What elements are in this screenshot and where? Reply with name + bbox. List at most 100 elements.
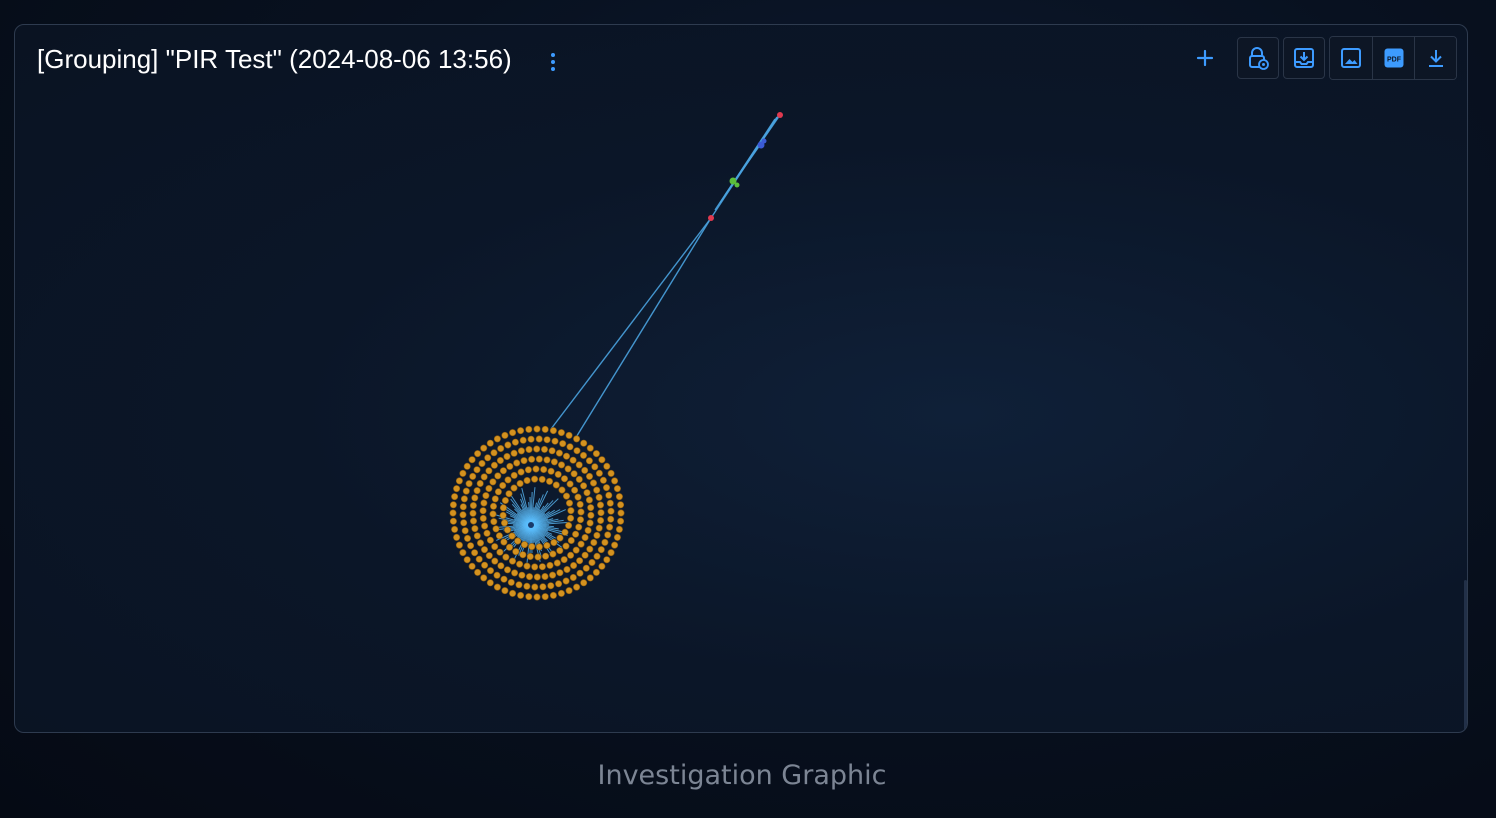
cluster-node[interactable]: [455, 541, 463, 549]
cluster-node[interactable]: [569, 456, 577, 464]
cluster-node[interactable]: [596, 501, 604, 509]
cluster-node[interactable]: [592, 568, 600, 576]
cluster-node[interactable]: [531, 563, 539, 571]
cluster-node[interactable]: [489, 478, 497, 486]
cluster-node[interactable]: [586, 574, 594, 582]
cluster-node[interactable]: [586, 444, 594, 452]
cluster-node[interactable]: [598, 456, 606, 464]
cluster-node[interactable]: [557, 589, 565, 597]
cluster-node[interactable]: [604, 531, 612, 539]
cluster-node[interactable]: [540, 445, 548, 453]
cluster-node[interactable]: [535, 455, 543, 463]
cluster-node[interactable]: [577, 540, 585, 548]
cluster-node[interactable]: [463, 462, 471, 470]
cluster-node[interactable]: [493, 435, 501, 443]
cluster-node[interactable]: [607, 515, 615, 523]
cluster-node[interactable]: [511, 438, 519, 446]
cluster-node[interactable]: [597, 546, 605, 554]
cluster-node[interactable]: [615, 525, 623, 533]
cluster-node[interactable]: [547, 582, 555, 590]
cluster-node[interactable]: [480, 444, 488, 452]
cluster-node[interactable]: [469, 517, 477, 525]
cluster-node[interactable]: [525, 425, 533, 433]
cluster-node[interactable]: [486, 579, 494, 587]
cluster-node[interactable]: [471, 549, 479, 557]
cluster-node[interactable]: [557, 429, 565, 437]
cluster-node[interactable]: [556, 547, 564, 555]
cluster-node[interactable]: [476, 479, 484, 487]
cluster-node[interactable]: [515, 581, 523, 589]
cluster-node[interactable]: [500, 538, 508, 546]
cluster-node[interactable]: [523, 476, 531, 484]
cluster-node[interactable]: [534, 553, 542, 561]
cluster-node[interactable]: [453, 533, 461, 541]
cluster-node[interactable]: [541, 425, 549, 433]
cluster-node[interactable]: [460, 519, 468, 527]
download-button[interactable]: [1414, 37, 1456, 79]
cluster-node[interactable]: [506, 462, 514, 470]
cluster-node[interactable]: [593, 531, 601, 539]
cluster-node[interactable]: [518, 571, 526, 579]
cluster-node[interactable]: [491, 495, 499, 503]
cluster-node[interactable]: [532, 465, 540, 473]
cluster-node[interactable]: [562, 492, 570, 500]
cluster-node[interactable]: [576, 557, 584, 565]
cluster-node[interactable]: [500, 519, 508, 527]
cluster-node[interactable]: [574, 493, 582, 501]
save-button[interactable]: [1283, 37, 1325, 79]
cluster-node[interactable]: [576, 569, 584, 577]
green-node[interactable]: [734, 182, 740, 188]
cluster-node[interactable]: [496, 548, 504, 556]
cluster-node[interactable]: [548, 447, 556, 455]
cluster-node[interactable]: [504, 441, 512, 449]
cluster-node[interactable]: [485, 484, 493, 492]
cluster-node[interactable]: [606, 523, 614, 531]
cluster-node[interactable]: [605, 491, 613, 499]
cluster-node[interactable]: [494, 488, 502, 496]
cluster-node[interactable]: [469, 501, 477, 509]
cluster-node[interactable]: [563, 565, 571, 573]
cluster-node[interactable]: [595, 493, 603, 501]
red-node[interactable]: [708, 215, 714, 221]
cluster-node[interactable]: [607, 549, 615, 557]
cluster-node[interactable]: [517, 591, 525, 599]
cluster-node[interactable]: [520, 457, 528, 465]
cluster-node[interactable]: [510, 471, 518, 479]
cluster-node[interactable]: [599, 476, 607, 484]
cluster-node[interactable]: [525, 445, 533, 453]
cluster-node[interactable]: [615, 493, 623, 501]
cluster-node[interactable]: [565, 587, 573, 595]
cluster-node[interactable]: [508, 557, 516, 565]
cluster-node[interactable]: [499, 511, 507, 519]
network-graph[interactable]: [15, 25, 1468, 733]
cluster-node[interactable]: [580, 482, 588, 490]
cluster-node[interactable]: [549, 550, 557, 558]
cluster-node[interactable]: [520, 541, 528, 549]
cluster-node[interactable]: [533, 573, 541, 581]
cluster-node[interactable]: [490, 449, 498, 457]
cluster-node[interactable]: [565, 521, 573, 529]
cluster-node[interactable]: [493, 571, 501, 579]
cluster-node[interactable]: [587, 504, 595, 512]
cluster-node[interactable]: [606, 499, 614, 507]
cluster-node[interactable]: [499, 481, 507, 489]
blue-node[interactable]: [757, 141, 765, 149]
add-button[interactable]: [1185, 38, 1225, 78]
cluster-node[interactable]: [480, 574, 488, 582]
cluster-node[interactable]: [494, 472, 502, 480]
cluster-node[interactable]: [485, 552, 493, 560]
cluster-node[interactable]: [513, 459, 521, 467]
cluster-node[interactable]: [550, 538, 558, 546]
cluster-node[interactable]: [602, 484, 610, 492]
cluster-node[interactable]: [569, 573, 577, 581]
cluster-node[interactable]: [580, 439, 588, 447]
cluster-node[interactable]: [543, 456, 551, 464]
cluster-node[interactable]: [613, 533, 621, 541]
cluster-node[interactable]: [556, 569, 564, 577]
cluster-node[interactable]: [486, 439, 494, 447]
cluster-node[interactable]: [551, 437, 559, 445]
green-node[interactable]: [729, 177, 737, 185]
cluster-node[interactable]: [575, 523, 583, 531]
cluster-node[interactable]: [481, 522, 489, 530]
cluster-node[interactable]: [476, 539, 484, 547]
